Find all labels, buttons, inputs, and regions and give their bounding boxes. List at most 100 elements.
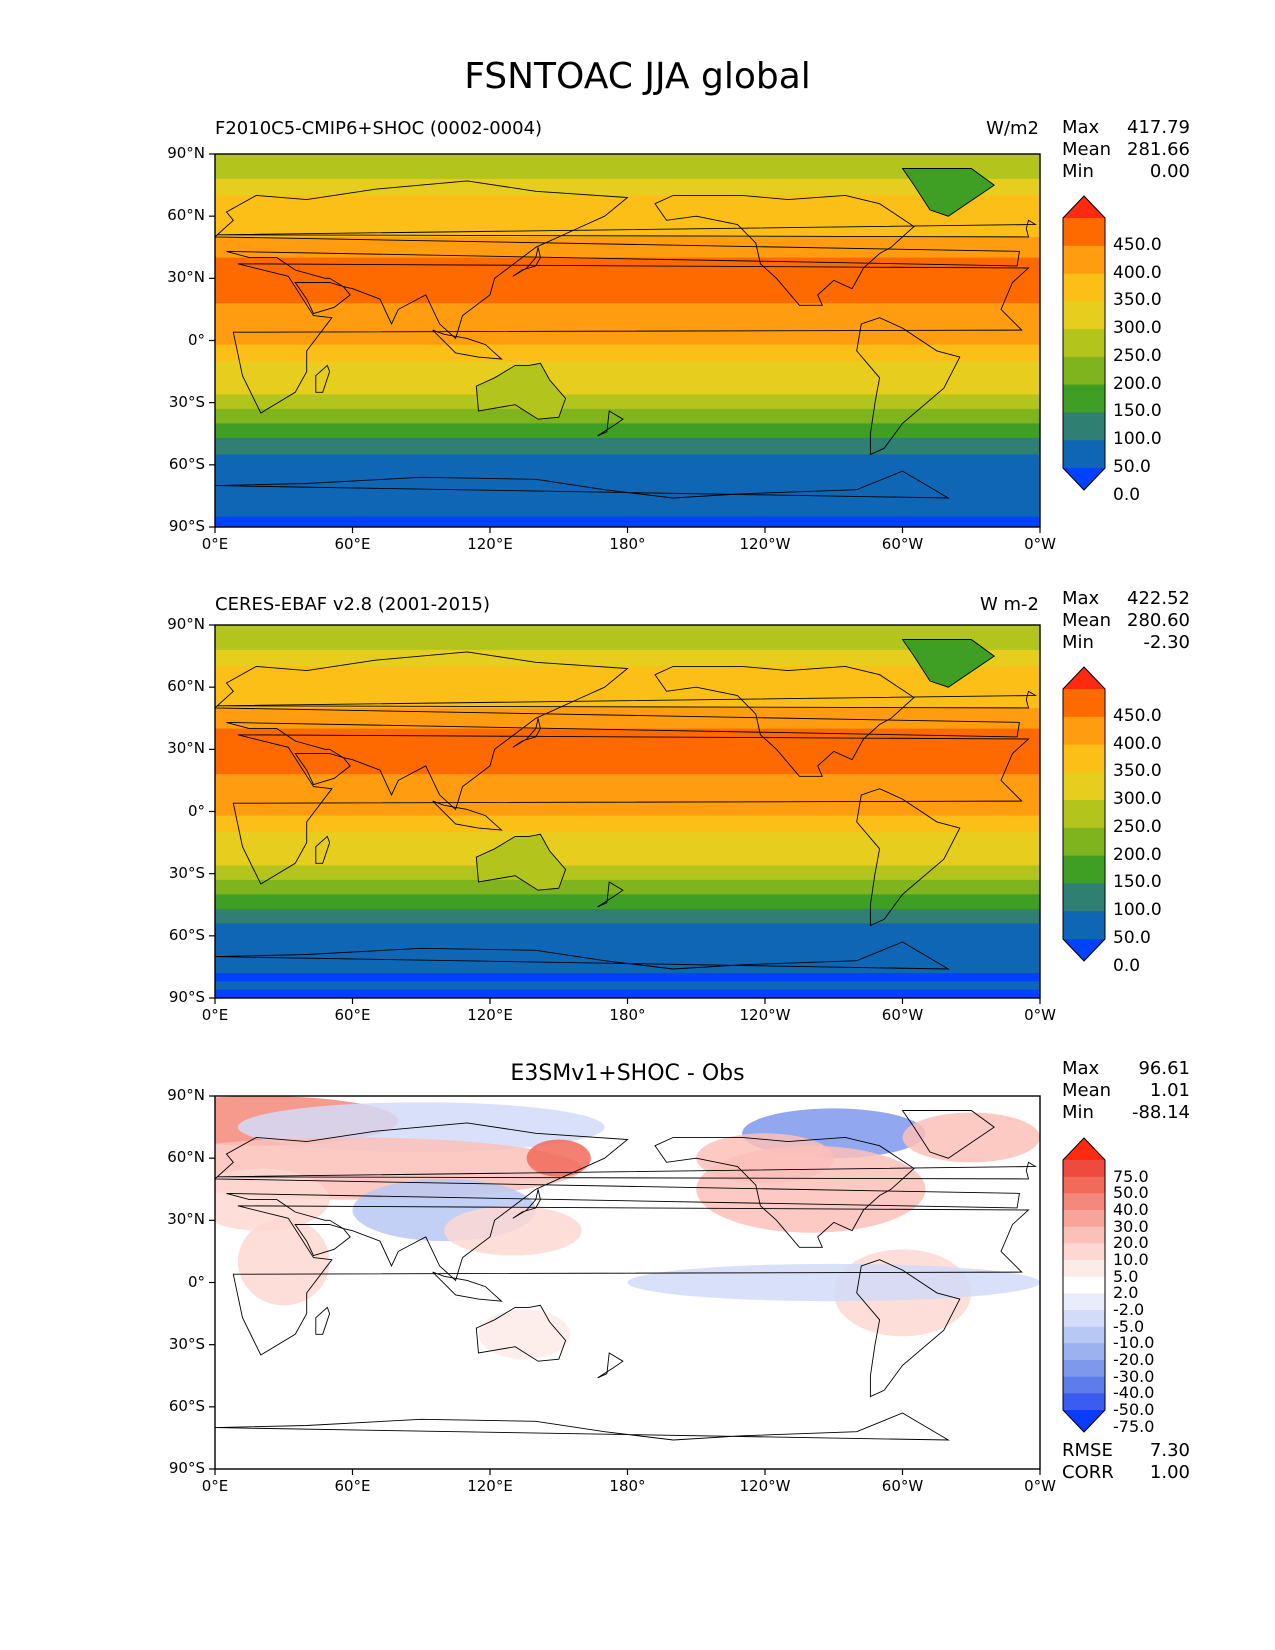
difference-patch xyxy=(696,1133,834,1184)
colorbar-label: 250.0 xyxy=(1113,816,1162,837)
colorbar-segment xyxy=(1063,1176,1105,1194)
colorbar-segment xyxy=(1063,1293,1105,1311)
coastline xyxy=(901,168,995,217)
lat-tick-label: 30°N xyxy=(167,1210,205,1229)
panel-test-title: F2010C5-CMIP6+SHOC (0002-0004) xyxy=(215,118,543,139)
lat-tick-label: 60°N xyxy=(167,206,205,225)
coastline xyxy=(294,282,351,315)
colorbar-label: -5.0 xyxy=(1113,1316,1145,1336)
colorbar-segment xyxy=(1063,1193,1105,1211)
lat-band xyxy=(215,894,1040,910)
colorbar-label: 450.0 xyxy=(1113,705,1162,726)
panel-difference-metrics: RMSE 7.30 CORR 1.00 xyxy=(1062,1440,1190,1483)
coastline xyxy=(215,470,951,499)
lat-band xyxy=(215,923,1040,974)
colorbar-1 xyxy=(1062,195,1106,491)
lon-tick-label: 0°W xyxy=(1024,1006,1056,1024)
lat-band xyxy=(215,728,1040,775)
lat-tick-label: 0° xyxy=(187,801,205,820)
lat-band xyxy=(215,815,1040,833)
coastline xyxy=(294,1224,351,1257)
coastline xyxy=(432,800,503,831)
lat-band xyxy=(215,216,1040,238)
coastline xyxy=(512,247,541,277)
australia-field xyxy=(476,363,566,420)
lon-tick-label: 60°W xyxy=(881,1006,924,1024)
difference-patch xyxy=(526,1139,591,1177)
lat-band xyxy=(215,178,1040,196)
lat-band xyxy=(215,666,1040,688)
coastline xyxy=(856,1259,961,1398)
lat-tick-label: 60°S xyxy=(168,454,205,473)
colorbar-label: -40.0 xyxy=(1113,1383,1155,1403)
colorbar-segment xyxy=(1063,440,1105,469)
coastline xyxy=(654,194,915,306)
lat-band xyxy=(215,408,1040,424)
lat-tick-label: 90°S xyxy=(168,517,205,535)
coastline xyxy=(597,410,624,437)
panel-reference-title: CERES-EBAF v2.8 (2001-2015) xyxy=(215,594,491,615)
coastline xyxy=(432,329,503,360)
coastline xyxy=(475,1304,567,1362)
lon-tick-label: 120°E xyxy=(467,1477,513,1495)
colorbar-label: 10.0 xyxy=(1113,1250,1149,1269)
lat-band xyxy=(215,707,1040,730)
colorbar-label: 350.0 xyxy=(1113,761,1162,782)
colorbar-label: 75.0 xyxy=(1113,1166,1149,1186)
colorbar-label: 450.0 xyxy=(1113,234,1162,255)
colorbar-segment xyxy=(1063,384,1105,413)
lat-band xyxy=(215,423,1040,439)
colorbar-label: -10.0 xyxy=(1113,1333,1155,1353)
colorbar-extend-min xyxy=(1063,1410,1105,1432)
colorbar-label: -75.0 xyxy=(1113,1416,1155,1436)
lat-band xyxy=(215,981,1040,991)
colorbar-segment xyxy=(1063,689,1105,718)
lon-tick-label: 180° xyxy=(609,1477,646,1495)
greenland-field xyxy=(902,639,995,688)
coastline xyxy=(315,835,331,864)
lat-tick-label: 0° xyxy=(187,1272,205,1291)
lat-band xyxy=(215,879,1040,895)
colorbar-label: 30.0 xyxy=(1113,1216,1149,1236)
colorbar-segment xyxy=(1063,218,1105,247)
coastline xyxy=(217,219,1037,238)
colorbar-label: 150.0 xyxy=(1113,872,1162,893)
colorbar-segment xyxy=(1063,911,1105,940)
colorbar-label: 50.0 xyxy=(1113,457,1151,477)
lat-tick-label: 60°N xyxy=(167,1148,205,1167)
lat-band xyxy=(215,154,1040,180)
colorbar-segment xyxy=(1063,883,1105,912)
panel-test: F2010C5-CMIP6+SHOC (0002-0004) W/m2 xyxy=(0,0,1275,460)
lat-band xyxy=(215,516,1040,527)
coastline xyxy=(217,1161,1037,1180)
colorbar-segment xyxy=(1063,1376,1105,1394)
lat-tick-label: 60°S xyxy=(168,925,205,944)
colorbar-extend-max xyxy=(1063,667,1105,689)
difference-patch xyxy=(444,1205,582,1256)
lat-band xyxy=(215,649,1040,667)
lon-tick-label: 120°W xyxy=(739,535,791,553)
coastline xyxy=(215,1412,950,1441)
lon-tick-label: 120°W xyxy=(739,1006,791,1024)
lat-tick-label: 90°N xyxy=(167,1086,205,1104)
colorbar-outline xyxy=(1062,1137,1106,1433)
colorbar-label: 350.0 xyxy=(1113,290,1162,311)
coastline xyxy=(215,180,1020,340)
lat-band xyxy=(215,361,1040,379)
coastline xyxy=(217,690,1037,709)
lon-tick-label: 60°E xyxy=(334,535,371,553)
lon-tick-label: 0°E xyxy=(201,1006,229,1024)
colorbar-label: 100.0 xyxy=(1113,429,1162,450)
panel-reference-stats: Max 422.52 Mean 280.60 Min -2.30 xyxy=(1062,588,1190,653)
lat-band xyxy=(215,323,1040,346)
lat-band xyxy=(215,989,1040,998)
panel-test-units: W/m2 xyxy=(986,118,1039,139)
colorbar-label: 250.0 xyxy=(1113,345,1162,366)
colorbar-segment xyxy=(1063,827,1105,857)
coastline xyxy=(315,1306,331,1335)
colorbar-segment xyxy=(1063,356,1105,386)
lon-tick-label: 120°E xyxy=(467,535,513,553)
colorbar-label: 0.0 xyxy=(1113,484,1141,505)
lat-band xyxy=(215,973,1040,982)
lat-band xyxy=(215,454,1040,518)
